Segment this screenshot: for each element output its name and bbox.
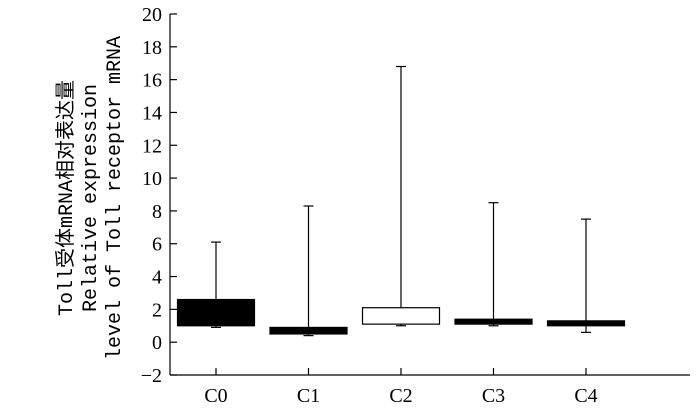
- x-tick-label-c2: C2: [389, 385, 412, 407]
- y-tick-label: 10: [142, 168, 162, 190]
- y-tick-label: 18: [142, 37, 162, 59]
- box-body: [176, 298, 256, 327]
- y-tick-label: 6: [152, 234, 162, 256]
- y-axis-label-line-1: Toll受体mRNA相对表达量: [54, 80, 79, 316]
- y-tick-label: 8: [152, 201, 162, 223]
- boxes: [176, 65, 626, 337]
- box-body: [454, 318, 533, 325]
- box-body: [269, 326, 348, 335]
- y-axis: −2 0 2 4 6 8 10 12 14 16 18 20: [141, 4, 177, 387]
- x-tick-label-c0: C0: [204, 385, 227, 407]
- box-c2: [361, 65, 441, 327]
- y-tick-label: 12: [142, 135, 162, 157]
- box-c4: [546, 218, 626, 333]
- y-tick-label: 20: [142, 4, 162, 26]
- y-axis-label-line-2: Relative expression: [80, 84, 103, 312]
- box-c0: [176, 241, 256, 329]
- y-axis-label-line-3: level of Toll receptor mRNA: [104, 36, 127, 360]
- y-tick-label: 16: [142, 70, 162, 92]
- box-c3: [454, 202, 533, 327]
- box-body: [361, 307, 441, 325]
- x-tick-label-c3: C3: [482, 385, 505, 407]
- y-tick-label: 0: [152, 332, 162, 354]
- box-c1: [269, 205, 348, 337]
- y-tick-label: 4: [152, 267, 162, 289]
- y-tick-label: 2: [152, 299, 162, 321]
- x-axis: C0 C1 C2 C3 C4: [170, 368, 690, 407]
- y-axis-label: Toll受体mRNA相对表达量 Relative expression level …: [54, 36, 127, 360]
- x-tick-label-c1: C1: [297, 385, 320, 407]
- y-tick-label: 14: [142, 102, 162, 124]
- y-tick-label: −2: [141, 365, 162, 387]
- x-tick-label-c4: C4: [574, 385, 597, 407]
- box-body: [546, 320, 626, 327]
